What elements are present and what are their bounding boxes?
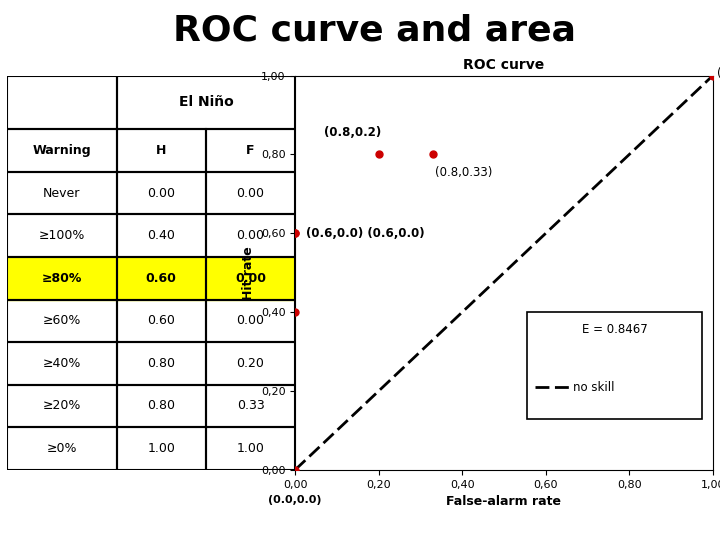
Text: E = 0.8467: E = 0.8467 [582,323,647,336]
Text: Never: Never [43,187,81,200]
Text: 0.40: 0.40 [148,229,175,242]
Text: ≥80%: ≥80% [42,272,82,285]
Text: 1.00: 1.00 [237,442,264,455]
Text: (0.6,0.0) (0.6,0.0): (0.6,0.0) (0.6,0.0) [305,227,424,240]
Text: 0.80: 0.80 [148,400,175,413]
Point [373,150,384,159]
Text: (0.0,0.0): (0.0,0.0) [269,495,322,505]
Bar [7,129,117,172]
Bar [117,257,206,300]
Bar [206,129,295,172]
Text: ≥40%: ≥40% [42,357,81,370]
Bar [117,129,206,172]
Bar [7,300,117,342]
Text: 0.80: 0.80 [148,357,175,370]
Text: (1.0,1.0): (1.0,1.0) [717,67,720,80]
Text: 0.00: 0.00 [237,187,264,200]
Bar [206,257,295,300]
Text: 0.60: 0.60 [146,272,176,285]
Text: 0.00: 0.00 [237,229,264,242]
Text: 0.33: 0.33 [237,400,264,413]
Bar [117,300,206,342]
Text: El Niño: El Niño [179,96,233,110]
Point [289,308,301,316]
Bar [117,342,206,384]
Text: 0.00: 0.00 [148,187,175,200]
Title: ROC curve: ROC curve [464,58,544,72]
Text: ≥20%: ≥20% [42,400,81,413]
Bar [206,257,295,300]
Bar [117,257,206,300]
Bar [117,172,206,214]
Bar [206,214,295,257]
Bar [117,384,206,427]
X-axis label: False-alarm rate: False-alarm rate [446,495,562,508]
Bar [206,172,295,214]
Text: 1.00: 1.00 [148,442,175,455]
Text: F: F [246,144,255,157]
Text: ROC curve and area: ROC curve and area [173,14,576,48]
Y-axis label: Hit rate: Hit rate [243,246,256,300]
Text: (0.8,0.33): (0.8,0.33) [435,166,492,179]
Text: 0.60: 0.60 [148,314,175,327]
Bar [206,384,295,427]
Bar [7,384,117,427]
Point [289,229,301,238]
Bar [7,172,117,214]
Bar [7,257,117,300]
Text: ≥60%: ≥60% [42,314,81,327]
Bar [206,300,295,342]
Text: 0.00: 0.00 [237,314,264,327]
Text: Warning: Warning [32,144,91,157]
Text: (0.8,0.2): (0.8,0.2) [325,126,382,139]
Bar [206,342,295,384]
Bar [7,427,117,470]
Bar [7,214,117,257]
Bar [7,342,117,384]
Text: H: H [156,144,166,157]
FancyBboxPatch shape [527,312,703,419]
Bar [117,427,206,470]
Bar [7,257,117,300]
Point [289,465,301,474]
Point [427,150,438,159]
Text: 0.20: 0.20 [237,357,264,370]
Text: no skill: no skill [573,381,614,394]
Point [707,71,719,80]
Bar [117,214,206,257]
Text: ≥0%: ≥0% [47,442,77,455]
Bar [117,76,295,129]
Point [289,229,301,238]
Bar [7,76,117,129]
Text: 0.00: 0.00 [235,272,266,285]
Bar [206,427,295,470]
Text: ≥100%: ≥100% [39,229,85,242]
